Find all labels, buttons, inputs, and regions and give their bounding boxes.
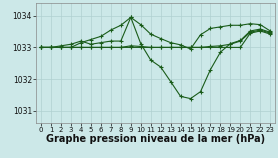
X-axis label: Graphe pression niveau de la mer (hPa): Graphe pression niveau de la mer (hPa) bbox=[46, 134, 265, 144]
